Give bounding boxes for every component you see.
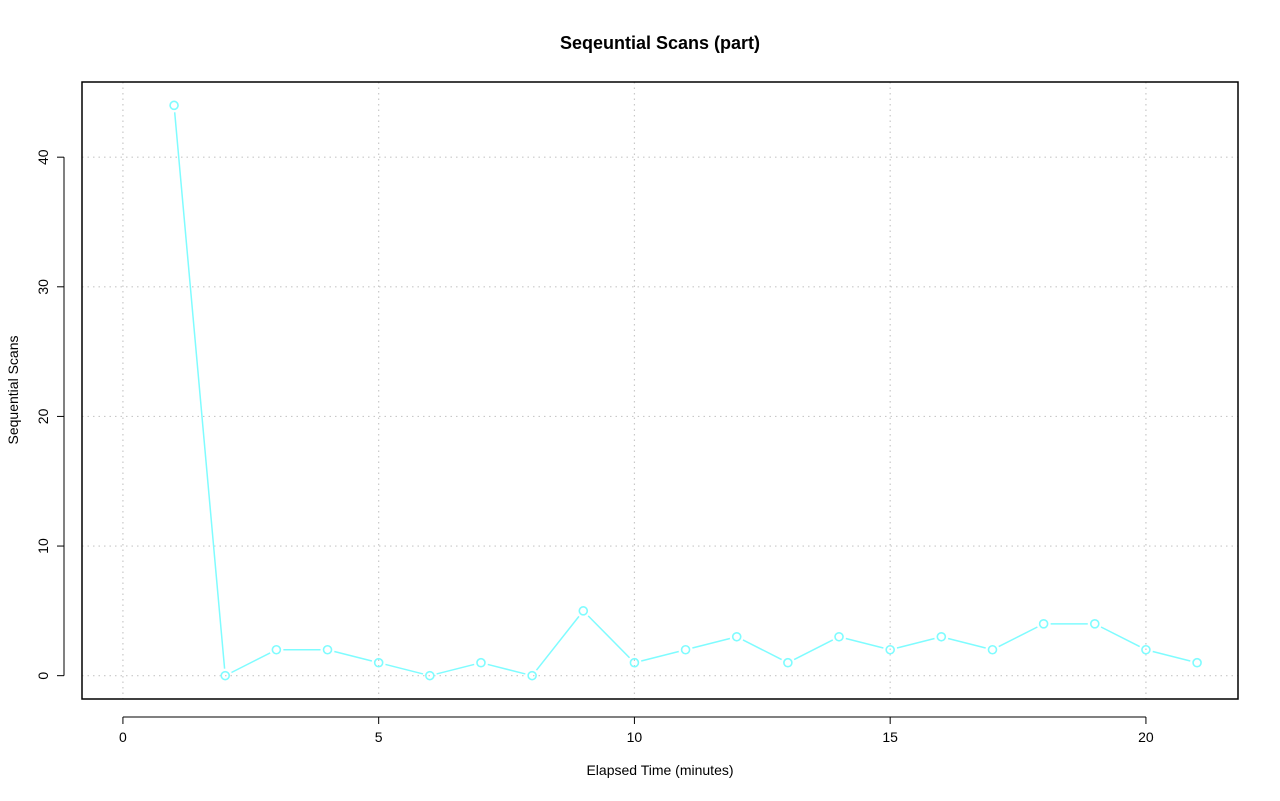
x-tick-label: 20 xyxy=(1138,729,1154,745)
series-segment xyxy=(334,650,373,662)
data-point xyxy=(885,644,895,655)
data-point xyxy=(834,631,844,642)
series-segment xyxy=(793,639,834,661)
series-segment xyxy=(1100,626,1141,648)
series-segment xyxy=(998,626,1038,648)
x-tick-label: 5 xyxy=(375,729,383,745)
data-point xyxy=(936,631,947,642)
x-tick-label: 0 xyxy=(119,729,127,745)
y-tick-label: 10 xyxy=(35,538,51,554)
data-point xyxy=(1089,619,1100,629)
data-point xyxy=(783,657,793,668)
data-point xyxy=(1192,657,1202,668)
data-point xyxy=(169,100,179,111)
series-segment xyxy=(385,663,424,675)
data-point xyxy=(527,670,537,681)
data-point xyxy=(1038,619,1049,629)
series-segment xyxy=(487,663,526,675)
x-tick-label: 10 xyxy=(627,729,643,745)
series-segment xyxy=(896,637,935,649)
data-point xyxy=(680,644,691,655)
y-tick-label: 40 xyxy=(35,149,51,165)
series-segment xyxy=(587,615,631,659)
data-point xyxy=(220,670,231,681)
data-point xyxy=(1141,644,1151,655)
x-tick-label: 15 xyxy=(882,729,898,745)
series-segment xyxy=(1152,650,1191,662)
series-segment xyxy=(845,637,884,649)
y-tick-label: 0 xyxy=(35,672,51,680)
data-point xyxy=(578,606,589,616)
y-tick-label: 30 xyxy=(35,279,51,295)
data-point xyxy=(425,670,435,681)
y-tick-label: 20 xyxy=(35,408,51,424)
data-point xyxy=(987,644,998,655)
data-point xyxy=(271,644,282,655)
data-point xyxy=(373,657,384,668)
axes: 0 5 10 15 20 0 10 20 30 40 xyxy=(35,149,1154,745)
x-axis-label: Elapsed Time (minutes) xyxy=(586,762,733,778)
data-point xyxy=(731,631,742,642)
data-point xyxy=(322,644,333,655)
series-segment xyxy=(173,112,226,669)
chart-title: Seqeuntial Scans (part) xyxy=(560,33,760,53)
series-segment xyxy=(947,637,986,649)
series-group xyxy=(169,100,1202,681)
series-segment xyxy=(535,615,580,671)
series-segment xyxy=(692,637,731,649)
series-segment xyxy=(641,650,679,662)
data-point xyxy=(629,657,640,668)
plot-area-border xyxy=(81,81,1239,700)
y-axis-label: Sequential Scans xyxy=(5,336,21,445)
series-segment xyxy=(742,639,782,661)
series-segment xyxy=(436,663,475,675)
series-segment xyxy=(231,652,271,674)
data-point xyxy=(476,657,486,668)
grid xyxy=(82,82,1238,699)
series-line xyxy=(169,100,1202,681)
